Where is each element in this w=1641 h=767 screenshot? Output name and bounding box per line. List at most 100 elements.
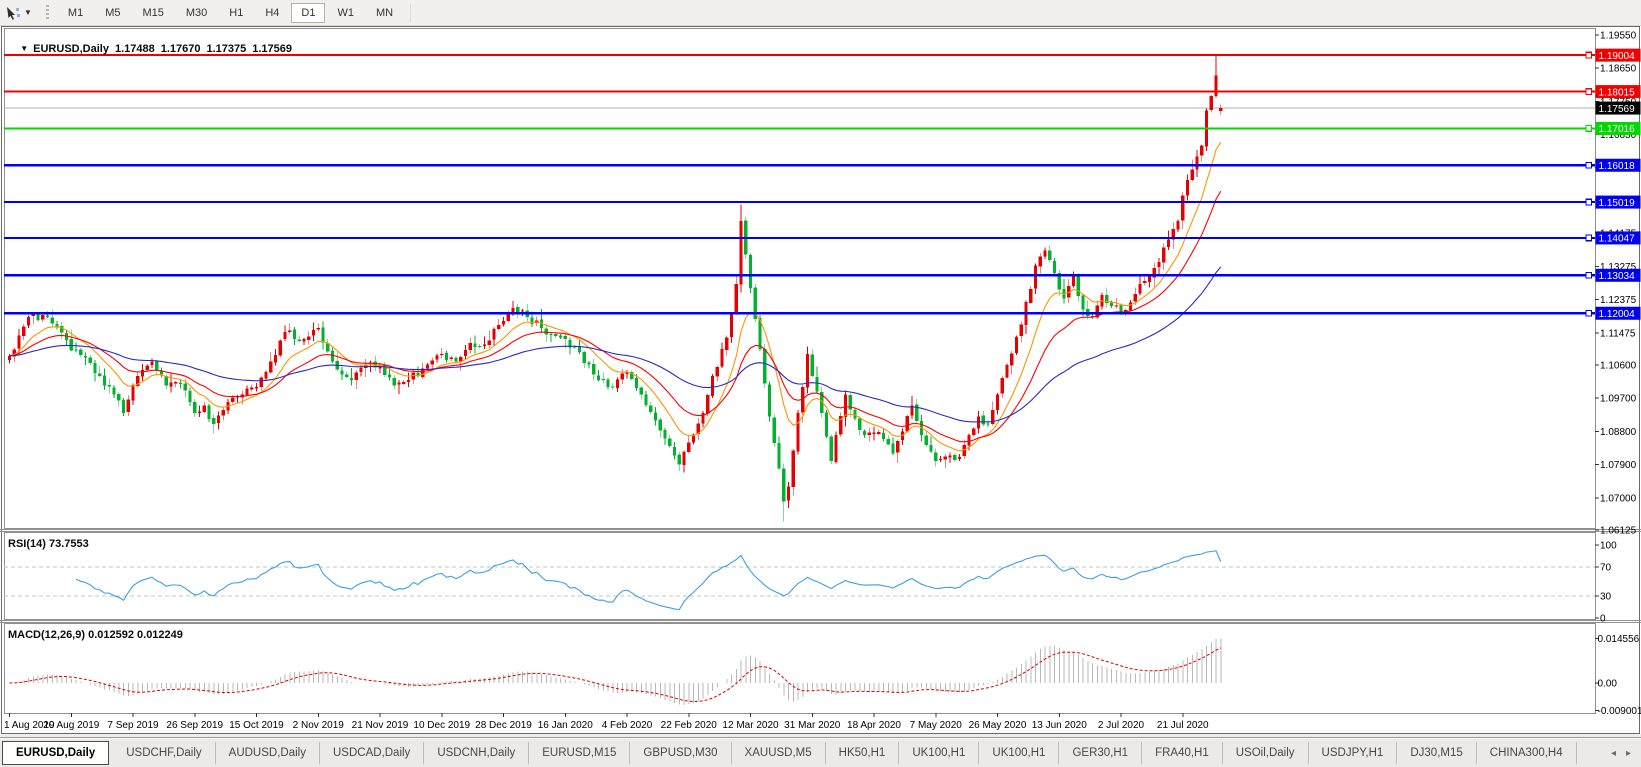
ma-ema55 — [9, 266, 1222, 423]
rsi-panel — [4, 550, 1595, 611]
chart-title: ▼ EURUSD,Daily 1.17488 1.17670 1.17375 1.1756… — [8, 31, 298, 67]
svg-text:1.15019: 1.15019 — [1599, 198, 1636, 209]
tab-USDJPY-H1[interactable]: USDJPY,H1 — [1309, 742, 1398, 764]
macd-tick-label: -0.009001 — [1598, 706, 1641, 717]
timeframe-button-H4[interactable]: H4 — [265, 6, 280, 19]
line-handle — [1585, 125, 1593, 132]
line-handle — [1585, 234, 1593, 242]
timeframe-button-MN[interactable]: MN — [375, 6, 394, 19]
timeframe-button-D1[interactable]: D1 — [291, 2, 326, 23]
svg-text:1.17569: 1.17569 — [1599, 104, 1636, 115]
tab-AUDUSD-Daily[interactable]: AUDUSD,Daily — [216, 742, 320, 764]
tab-scroll-left-icon[interactable]: ◂ — [1610, 747, 1616, 759]
date-tick-label: 1 Aug 2019 — [4, 720, 55, 731]
svg-text:1.13034: 1.13034 — [1599, 271, 1636, 282]
line-handle — [1585, 198, 1593, 206]
tabbar-gap — [0, 734, 1641, 737]
main-price-panel — [4, 55, 1595, 522]
ohlc-low: 1.17375 — [206, 43, 247, 55]
tab-EURUSD-Daily[interactable]: EURUSD,Daily — [2, 741, 110, 765]
svg-text:1.18015: 1.18015 — [1599, 87, 1636, 98]
price-tick-label: 1.07900 — [1600, 460, 1637, 471]
line-price-label — [1595, 195, 1641, 209]
date-tick-label: 13 Jun 2020 — [1032, 720, 1087, 731]
price-tick-label: 1.13275 — [1600, 262, 1637, 273]
toolbar-separator — [410, 3, 412, 22]
price-tick-label: 1.19550 — [1600, 31, 1637, 42]
date-tick-label: 26 May 2020 — [969, 720, 1027, 731]
line-handle — [1585, 271, 1593, 279]
timeframe-button-M5[interactable]: M5 — [105, 6, 121, 19]
date-tick-label: 15 Oct 2019 — [229, 720, 284, 731]
horizontal-lines[interactable] — [4, 51, 1595, 317]
tab-GER30-H1[interactable]: GER30,H1 — [1059, 742, 1143, 764]
line-handle — [1585, 161, 1593, 169]
timeframe-button-W1[interactable]: W1 — [337, 6, 354, 19]
ohlc-close: 1.17569 — [252, 43, 293, 55]
date-tick-label: 21 Nov 2019 — [352, 720, 409, 731]
rsi-tick-label: 70 — [1600, 562, 1612, 573]
chart-canvas[interactable]: 1.195501.186501.177501.168501.159501.150… — [0, 26, 1641, 734]
toolbar: ▼ M1 M5 M15 M30 H1 H4 D1 W1 MN — [0, 0, 1641, 26]
tab-USDCAD-Daily[interactable]: USDCAD,Daily — [320, 742, 425, 764]
up-candle-wicks — [9, 55, 1222, 509]
date-tick-label: 31 Mar 2020 — [784, 720, 841, 731]
date-tick-label: 7 Sep 2019 — [107, 720, 159, 731]
tab-EURUSD-M15[interactable]: EURUSD,M15 — [529, 742, 631, 764]
symbol-dropdown-icon[interactable]: ▼ — [20, 44, 29, 53]
macd-label: MACD(12,26,9) 0.012592 0.012249 — [8, 629, 183, 641]
timeframe-button-M30[interactable]: M30 — [185, 6, 208, 19]
timeframe-button-M1[interactable]: M1 — [67, 6, 84, 19]
price-tick-label: 1.06125 — [1600, 526, 1637, 537]
macd-tick-label: 0.00 — [1598, 679, 1618, 690]
date-tick-label: 16 Jan 2020 — [538, 720, 593, 731]
ohlc-open: 1.17488 — [114, 43, 155, 55]
rsi-tick-label: 30 — [1600, 592, 1612, 603]
date-tick-label: 7 May 2020 — [910, 720, 963, 731]
tab-USDCNH-Daily[interactable]: USDCNH,Daily — [424, 742, 530, 764]
chart-tab-bar: EURUSD,Daily USDCHF,Daily AUDUSD,Daily USDC… — [0, 737, 1641, 767]
timeframe-buttons: M1 M5 M15 M30 H1 H4 D1 W1 MN — [57, 0, 404, 25]
tab-UK100-H1[interactable]: UK100,H1 — [979, 742, 1060, 764]
rsi-label: RSI(14) 73.7553 — [8, 538, 89, 550]
price-axis[interactable]: 1.195501.186501.177501.168501.159501.150… — [1595, 31, 1641, 537]
chart-tab-bar-tabs: EURUSD,Daily USDCHF,Daily AUDUSD,Daily USDC… — [0, 740, 1577, 766]
tab-HK50-H1[interactable]: HK50,H1 — [826, 742, 900, 764]
tab-USDCHF-Daily[interactable]: USDCHF,Daily — [113, 742, 216, 764]
macd-signal-line — [9, 647, 1222, 703]
price-tick-label: 1.09700 — [1600, 394, 1637, 405]
tab-GBPUSD-M30[interactable]: GBPUSD,M30 — [630, 742, 732, 764]
tab-DJ30-M15[interactable]: DJ30,M15 — [1397, 742, 1477, 764]
current-price-label — [1595, 101, 1641, 115]
chart-cursor-dropdown-icon[interactable]: ▼ — [24, 8, 32, 17]
ohlc-high: 1.17670 — [160, 43, 201, 55]
date-tick-label: 2 Nov 2019 — [293, 720, 345, 731]
line-price-label — [1595, 121, 1641, 135]
date-tick-label: 28 Dec 2019 — [475, 720, 532, 731]
tab-XAUUSD-M5[interactable]: XAUUSD,M5 — [732, 742, 826, 764]
tab-UK100-H1[interactable]: UK100,H1 — [899, 742, 980, 764]
chart-cursor-icon[interactable] — [4, 4, 22, 21]
macd-axis[interactable]: 0.014556 0.00 -0.009001 — [1595, 634, 1641, 717]
tab-CHINA300-H4[interactable]: CHINA300,H4 — [1477, 742, 1577, 764]
timeframe-button-H1[interactable]: H1 — [229, 6, 244, 19]
rsi-axis[interactable]: 100 70 30 0 — [1595, 541, 1617, 625]
date-tick-label: 21 Jul 2020 — [1157, 720, 1209, 731]
down-candle-wicks — [37, 216, 1122, 522]
tab-USOil-Daily[interactable]: USOil,Daily — [1223, 742, 1309, 764]
tab-FRA40-H1[interactable]: FRA40,H1 — [1142, 742, 1223, 764]
rsi-line — [75, 550, 1222, 611]
date-tick-label: 18 Apr 2020 — [847, 720, 901, 731]
tab-scroll-right-icon[interactable]: ▸ — [1625, 747, 1631, 759]
price-tick-label: 1.07000 — [1600, 493, 1637, 504]
toolbar-grip[interactable] — [45, 4, 49, 21]
line-handle — [1585, 309, 1593, 317]
rsi-tick-label: 100 — [1600, 541, 1617, 552]
svg-text:1.17016: 1.17016 — [1599, 124, 1636, 135]
date-tick-label: 4 Feb 2020 — [602, 720, 653, 731]
up-candle-bodies — [7, 75, 1223, 501]
line-handle — [1585, 51, 1593, 59]
timeframe-button-M15[interactable]: M15 — [142, 6, 164, 19]
